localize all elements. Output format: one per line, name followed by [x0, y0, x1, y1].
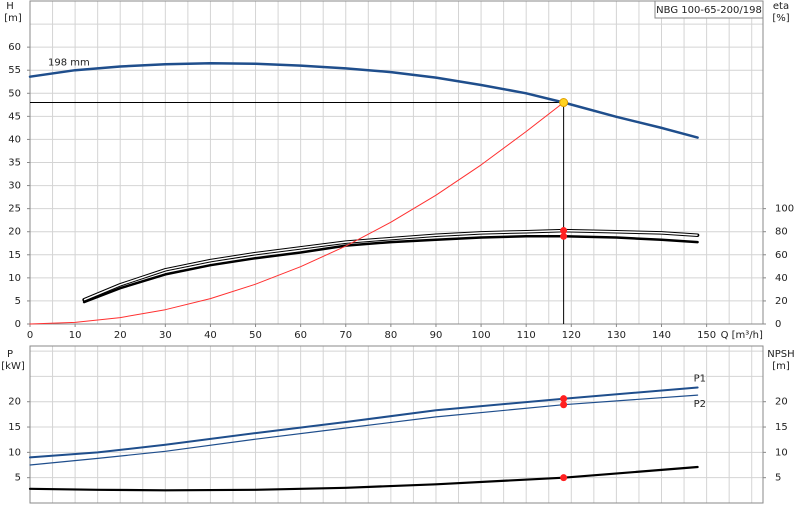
series-label: P1 [694, 374, 706, 385]
x-tick-label: 100 [472, 330, 491, 341]
y-tick-label: 10 [8, 273, 21, 284]
y-tick-label: 40 [8, 134, 21, 145]
series-label: P2 [694, 399, 706, 410]
y-tick-label: 15 [8, 250, 21, 261]
duty-point [559, 98, 569, 108]
x-tick-label: 50 [249, 330, 262, 341]
plot-frame [29, 345, 764, 504]
y-tick-label: 10 [8, 447, 21, 458]
y2-tick-label: 80 [775, 227, 788, 238]
operating-marker [560, 227, 568, 235]
y-tick-label: 20 [8, 397, 21, 408]
curve-inner [83, 229, 698, 301]
operating-marker [560, 474, 568, 482]
y2-axis-label: eta [773, 1, 789, 12]
y-tick-label: 50 [8, 88, 21, 99]
operating-marker [560, 232, 568, 240]
y2-tick-label: 40 [775, 273, 788, 284]
x-tick-label: 80 [384, 330, 397, 341]
y-tick-label: 45 [8, 111, 21, 122]
curve [29, 102, 565, 325]
y2-axis-label: NPSH [767, 349, 794, 360]
chart-title: NBG 100-65-200/198 [656, 5, 762, 16]
y-axis-unit: [m] [4, 13, 22, 24]
y2-tick-label: 100 [775, 204, 794, 215]
y-tick-label: 5 [15, 296, 21, 307]
y-tick-label: 55 [8, 65, 21, 76]
y2-tick-label: 20 [775, 397, 788, 408]
x-tick-label: 20 [114, 330, 127, 341]
x-tick-label: 10 [69, 330, 82, 341]
operating-marker [560, 401, 568, 409]
x-tick-label: 30 [159, 330, 172, 341]
y2-tick-label: 0 [775, 319, 781, 330]
curve [28, 62, 699, 139]
curve [82, 235, 699, 304]
y-tick-label: 15 [8, 422, 21, 433]
x-tick-label: 130 [607, 330, 626, 341]
y2-axis-unit: [%] [772, 13, 789, 24]
y2-tick-label: 60 [775, 250, 788, 261]
y-tick-label: 25 [8, 204, 21, 215]
curve [29, 394, 699, 466]
plot-background [30, 346, 763, 503]
y-tick-label: 60 [8, 42, 21, 53]
y-tick-label: 35 [8, 158, 21, 169]
y-tick-label: 20 [8, 227, 21, 238]
x-axis-label: Q [m³/h] [721, 330, 763, 341]
x-tick-label: 150 [697, 330, 716, 341]
y2-tick-label: 15 [775, 422, 788, 433]
y-axis-unit: [kW] [1, 361, 25, 372]
y2-tick-label: 20 [775, 296, 788, 307]
curve [29, 386, 699, 459]
y2-tick-label: 5 [775, 473, 781, 484]
x-tick-label: 60 [294, 330, 307, 341]
y2-tick-label: 10 [775, 447, 788, 458]
y-axis-label: H [6, 1, 14, 12]
y-tick-label: 0 [15, 319, 21, 330]
x-tick-label: 70 [339, 330, 352, 341]
x-tick-label: 40 [204, 330, 217, 341]
operating-marker [560, 395, 568, 403]
x-tick-label: 110 [517, 330, 536, 341]
curve [28, 465, 699, 492]
x-tick-label: 120 [562, 330, 581, 341]
title-box [654, 0, 764, 19]
y2-axis-unit: [m] [772, 361, 790, 372]
x-tick-label: 0 [27, 330, 33, 341]
y-tick-label: 30 [8, 181, 21, 192]
y-tick-label: 5 [15, 473, 21, 484]
series-label: 198 mm [48, 58, 90, 69]
x-tick-label: 140 [652, 330, 671, 341]
y-axis-label: P [7, 349, 13, 360]
x-tick-label: 90 [430, 330, 443, 341]
